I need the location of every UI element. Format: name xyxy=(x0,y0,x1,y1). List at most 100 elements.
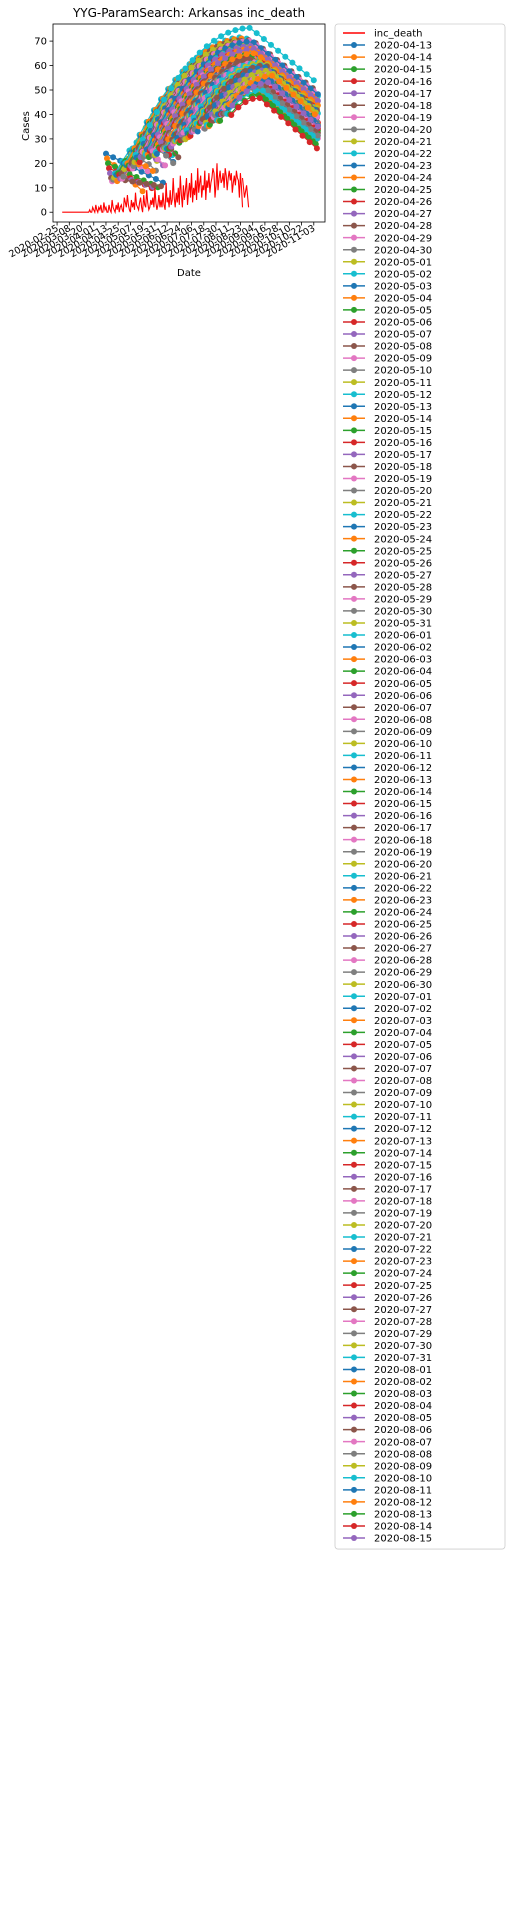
legend-label: 2020-08-02 xyxy=(374,1377,432,1388)
legend-label: 2020-07-01 xyxy=(374,992,432,1003)
legend-swatch-marker xyxy=(351,1221,357,1228)
forecast-point xyxy=(259,87,266,94)
legend-item: 2020-06-10 xyxy=(343,739,432,750)
legend-swatch-marker xyxy=(351,716,357,723)
legend-label: 2020-07-26 xyxy=(374,1293,432,1304)
legend-item: 2020-07-24 xyxy=(343,1269,432,1280)
legend-swatch-marker xyxy=(351,680,357,687)
forecast-point xyxy=(138,168,145,175)
legend-item: 2020-05-10 xyxy=(343,366,432,377)
legend-item: 2020-05-19 xyxy=(343,474,432,485)
legend-label: 2020-05-18 xyxy=(374,462,432,473)
legend-swatch-marker xyxy=(351,234,357,241)
forecast-point xyxy=(277,109,284,116)
legend-swatch-marker xyxy=(351,343,357,350)
forecast-point xyxy=(229,102,236,109)
legend-item: 2020-07-08 xyxy=(343,1076,432,1087)
legend-label: 2020-07-08 xyxy=(374,1076,432,1087)
legend-item: 2020-04-20 xyxy=(343,125,432,136)
legend-item: 2020-07-05 xyxy=(343,1040,432,1051)
forecast-point xyxy=(314,97,321,104)
legend-swatch-marker xyxy=(351,1330,357,1337)
legend-label: 2020-06-29 xyxy=(374,968,432,979)
forecast-point xyxy=(272,93,279,100)
legend-item: 2020-04-28 xyxy=(343,221,432,232)
legend-swatch-marker xyxy=(351,1197,357,1204)
legend-label: 2020-06-03 xyxy=(374,655,432,666)
legend-label: 2020-05-25 xyxy=(374,546,432,557)
legend-item: 2020-08-09 xyxy=(343,1461,432,1472)
forecast-point xyxy=(307,92,314,98)
forecast-point xyxy=(243,46,250,53)
y-tick-label: 70 xyxy=(34,37,47,48)
legend-label: 2020-08-05 xyxy=(374,1413,432,1424)
legend-label: 2020-06-24 xyxy=(374,908,432,919)
legend-item: 2020-07-20 xyxy=(343,1221,432,1232)
legend-item: 2020-04-25 xyxy=(343,185,432,196)
legend-item: 2020-07-17 xyxy=(343,1184,432,1195)
legend-label: 2020-05-15 xyxy=(374,426,432,437)
forecast-point xyxy=(300,110,307,117)
legend-label: 2020-04-15 xyxy=(374,65,432,76)
legend-item: 2020-04-18 xyxy=(343,101,432,112)
legend-item: 2020-05-31 xyxy=(343,619,432,630)
forecast-point xyxy=(170,160,177,167)
forecast-point xyxy=(214,94,220,101)
forecast-point xyxy=(250,50,257,57)
legend-item: 2020-08-14 xyxy=(343,1522,432,1533)
legend-label: 2020-06-19 xyxy=(374,847,432,858)
forecast-series xyxy=(226,72,318,118)
legend-swatch-marker xyxy=(351,391,357,398)
legend-label: 2020-08-07 xyxy=(374,1437,432,1448)
forecast-point xyxy=(129,178,136,185)
legend-item: 2020-06-01 xyxy=(343,631,432,642)
legend-label: 2020-05-11 xyxy=(374,378,432,389)
legend-label: 2020-05-20 xyxy=(374,486,432,497)
legend-item: 2020-06-06 xyxy=(343,691,432,702)
legend-label: 2020-04-22 xyxy=(374,149,432,160)
forecast-series xyxy=(132,24,317,158)
legend-item: 2020-06-08 xyxy=(343,715,432,726)
legend-label: 2020-08-14 xyxy=(374,1522,432,1533)
legend-swatch-marker xyxy=(351,1402,357,1409)
legend-swatch-marker xyxy=(351,776,357,783)
legend-swatch-marker xyxy=(351,1366,357,1373)
legend-item: 2020-05-23 xyxy=(343,522,432,533)
legend-swatch-marker xyxy=(351,812,357,819)
legend-label: 2020-06-20 xyxy=(374,859,432,870)
legend-swatch-marker xyxy=(351,258,357,265)
legend-label: 2020-04-26 xyxy=(374,197,432,208)
legend-label: 2020-07-03 xyxy=(374,1016,432,1027)
legend-item: 2020-06-11 xyxy=(343,751,432,762)
legend-item: 2020-04-16 xyxy=(343,77,432,88)
legend-label: 2020-06-27 xyxy=(374,944,432,955)
forecast-point xyxy=(239,25,246,32)
legend-label: 2020-05-12 xyxy=(374,390,432,401)
legend-item: 2020-08-11 xyxy=(343,1485,432,1496)
legend-item: 2020-05-06 xyxy=(343,318,432,329)
legend-label: 2020-08-03 xyxy=(374,1389,432,1400)
forecast-point xyxy=(236,40,243,46)
forecast-point xyxy=(282,53,289,60)
legend-swatch-marker xyxy=(351,1522,357,1529)
legend-label: 2020-08-04 xyxy=(374,1401,432,1412)
legend-swatch-marker xyxy=(351,42,357,49)
legend-swatch-marker xyxy=(351,499,357,506)
legend-item: 2020-07-30 xyxy=(343,1341,432,1352)
legend-item: 2020-04-21 xyxy=(343,137,432,148)
forecast-point xyxy=(104,155,110,162)
forecast-point xyxy=(300,119,307,126)
legend-label: 2020-06-06 xyxy=(374,691,432,702)
legend-swatch-marker xyxy=(351,463,357,470)
legend-item: 2020-04-15 xyxy=(343,65,432,76)
legend-item: 2020-07-31 xyxy=(343,1353,432,1364)
legend-label: 2020-05-31 xyxy=(374,619,432,630)
legend-label: 2020-06-07 xyxy=(374,703,432,714)
legend-label: 2020-07-19 xyxy=(374,1209,432,1220)
legend-swatch-marker xyxy=(351,487,357,494)
forecast-point xyxy=(286,106,293,113)
observed-line-inc-death xyxy=(62,163,244,215)
forecast-point xyxy=(236,48,243,55)
forecast-point xyxy=(250,45,257,52)
legend-swatch-marker xyxy=(351,619,357,626)
